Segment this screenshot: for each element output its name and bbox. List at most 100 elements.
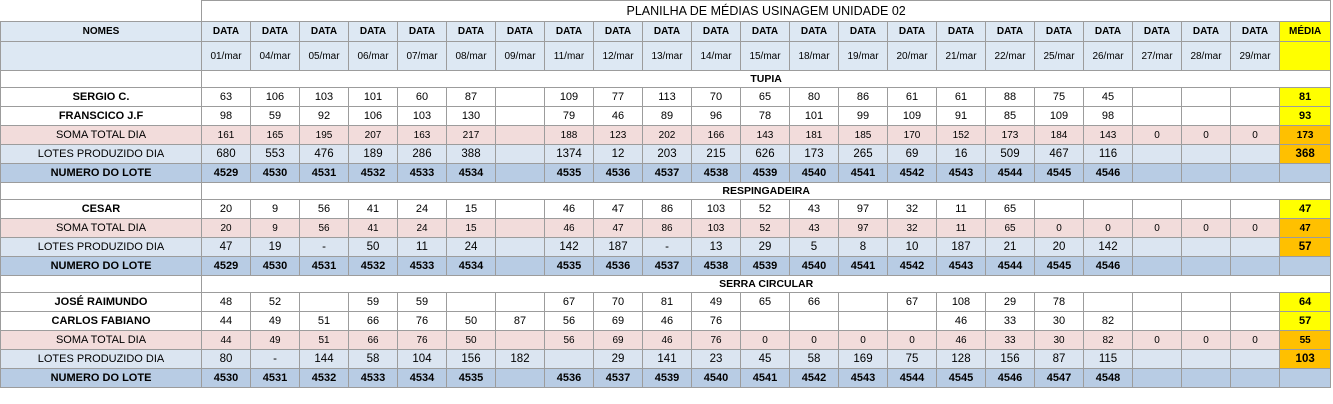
value-cell[interactable]: 43: [789, 218, 839, 238]
section-title[interactable]: TUPIA: [200, 70, 1332, 88]
value-cell[interactable]: 156: [985, 349, 1035, 369]
value-cell[interactable]: [495, 87, 545, 107]
date-header-cell[interactable]: 19/mar: [838, 41, 888, 71]
value-cell[interactable]: 69: [887, 144, 937, 164]
value-cell[interactable]: [495, 125, 545, 145]
value-cell[interactable]: [1034, 199, 1084, 219]
data-header-cell[interactable]: DATA: [789, 21, 839, 42]
value-cell[interactable]: 626: [740, 144, 790, 164]
value-cell[interactable]: 4535: [544, 163, 594, 183]
value-cell[interactable]: [1132, 199, 1182, 219]
date-header-cell[interactable]: 29/mar: [1230, 41, 1280, 71]
date-header-cell[interactable]: 01/mar: [201, 41, 251, 71]
value-cell[interactable]: [1181, 237, 1231, 257]
data-header-cell[interactable]: DATA: [1181, 21, 1231, 42]
nomes-header-blank[interactable]: [0, 41, 202, 71]
value-cell[interactable]: 103: [397, 106, 447, 126]
value-cell[interactable]: 207: [348, 125, 398, 145]
value-cell[interactable]: 59: [397, 292, 447, 312]
value-cell[interactable]: 4548: [1083, 368, 1133, 388]
value-cell[interactable]: 4530: [201, 368, 251, 388]
value-cell[interactable]: -: [299, 237, 349, 257]
value-cell[interactable]: 4533: [397, 163, 447, 183]
value-cell[interactable]: 79: [544, 106, 594, 126]
value-cell[interactable]: 56: [544, 330, 594, 350]
date-header-cell[interactable]: 14/mar: [691, 41, 741, 71]
date-header-cell[interactable]: 11/mar: [544, 41, 594, 71]
value-cell[interactable]: [495, 256, 545, 276]
value-cell[interactable]: 91: [936, 106, 986, 126]
value-cell[interactable]: 11: [397, 237, 447, 257]
date-header-cell[interactable]: 12/mar: [593, 41, 643, 71]
section-blank-cell[interactable]: [0, 70, 202, 88]
value-cell[interactable]: 0: [1132, 125, 1182, 145]
value-cell[interactable]: 103: [299, 87, 349, 107]
value-cell[interactable]: 109: [887, 106, 937, 126]
value-cell[interactable]: 86: [642, 218, 692, 238]
value-cell[interactable]: 202: [642, 125, 692, 145]
value-cell[interactable]: 50: [446, 311, 496, 331]
value-cell[interactable]: 87: [495, 311, 545, 331]
value-cell[interactable]: 24: [397, 218, 447, 238]
value-cell[interactable]: 0: [1181, 218, 1231, 238]
value-cell[interactable]: 46: [642, 330, 692, 350]
value-cell[interactable]: 509: [985, 144, 1035, 164]
value-cell[interactable]: [1230, 237, 1280, 257]
value-cell[interactable]: 46: [936, 311, 986, 331]
value-cell[interactable]: 680: [201, 144, 251, 164]
value-cell[interactable]: [1230, 292, 1280, 312]
value-cell[interactable]: 109: [1034, 106, 1084, 126]
value-cell[interactable]: 49: [691, 292, 741, 312]
value-cell[interactable]: 173: [985, 125, 1035, 145]
value-cell[interactable]: 4543: [838, 368, 888, 388]
value-cell[interactable]: [495, 218, 545, 238]
value-cell[interactable]: 128: [936, 349, 986, 369]
row-name-cell[interactable]: NUMERO DO LOTE: [0, 256, 202, 276]
value-cell[interactable]: 51: [299, 311, 349, 331]
value-cell[interactable]: 21: [985, 237, 1035, 257]
row-name-cell[interactable]: CARLOS FABIANO: [0, 311, 202, 331]
value-cell[interactable]: 4542: [887, 256, 937, 276]
value-cell[interactable]: 30: [1034, 311, 1084, 331]
value-cell[interactable]: 4532: [348, 163, 398, 183]
value-cell[interactable]: 44: [201, 311, 251, 331]
sheet-title[interactable]: PLANILHA DE MÉDIAS USINAGEM UNIDADE 02: [200, 0, 1332, 22]
value-cell[interactable]: 50: [348, 237, 398, 257]
date-header-cell[interactable]: 13/mar: [642, 41, 692, 71]
value-cell[interactable]: 4538: [691, 163, 741, 183]
value-cell[interactable]: 97: [838, 199, 888, 219]
value-cell[interactable]: [1230, 368, 1280, 388]
data-header-cell[interactable]: DATA: [740, 21, 790, 42]
value-cell[interactable]: [1230, 87, 1280, 107]
value-cell[interactable]: 67: [887, 292, 937, 312]
value-cell[interactable]: 170: [887, 125, 937, 145]
value-cell[interactable]: 143: [740, 125, 790, 145]
value-cell[interactable]: 20: [201, 199, 251, 219]
value-cell[interactable]: [495, 199, 545, 219]
value-cell[interactable]: 188: [544, 125, 594, 145]
value-cell[interactable]: [1230, 163, 1280, 183]
value-cell[interactable]: 106: [250, 87, 300, 107]
value-cell[interactable]: 144: [299, 349, 349, 369]
value-cell[interactable]: 4540: [691, 368, 741, 388]
data-header-cell[interactable]: DATA: [495, 21, 545, 42]
value-cell[interactable]: 9: [250, 218, 300, 238]
value-cell[interactable]: 4546: [1083, 256, 1133, 276]
value-cell[interactable]: 56: [299, 199, 349, 219]
value-cell[interactable]: 215: [691, 144, 741, 164]
value-cell[interactable]: 98: [1083, 106, 1133, 126]
data-header-cell[interactable]: DATA: [887, 21, 937, 42]
data-header-cell[interactable]: DATA: [201, 21, 251, 42]
date-header-cell[interactable]: 25/mar: [1034, 41, 1084, 71]
value-cell[interactable]: 286: [397, 144, 447, 164]
value-cell[interactable]: 29: [985, 292, 1035, 312]
value-cell[interactable]: 4540: [789, 163, 839, 183]
value-cell[interactable]: 103: [691, 199, 741, 219]
value-cell[interactable]: 4530: [250, 163, 300, 183]
value-cell[interactable]: 43: [789, 199, 839, 219]
value-cell[interactable]: 0: [1230, 330, 1280, 350]
value-cell[interactable]: [1132, 292, 1182, 312]
value-cell[interactable]: [495, 292, 545, 312]
value-cell[interactable]: 113: [642, 87, 692, 107]
value-cell[interactable]: 1374: [544, 144, 594, 164]
